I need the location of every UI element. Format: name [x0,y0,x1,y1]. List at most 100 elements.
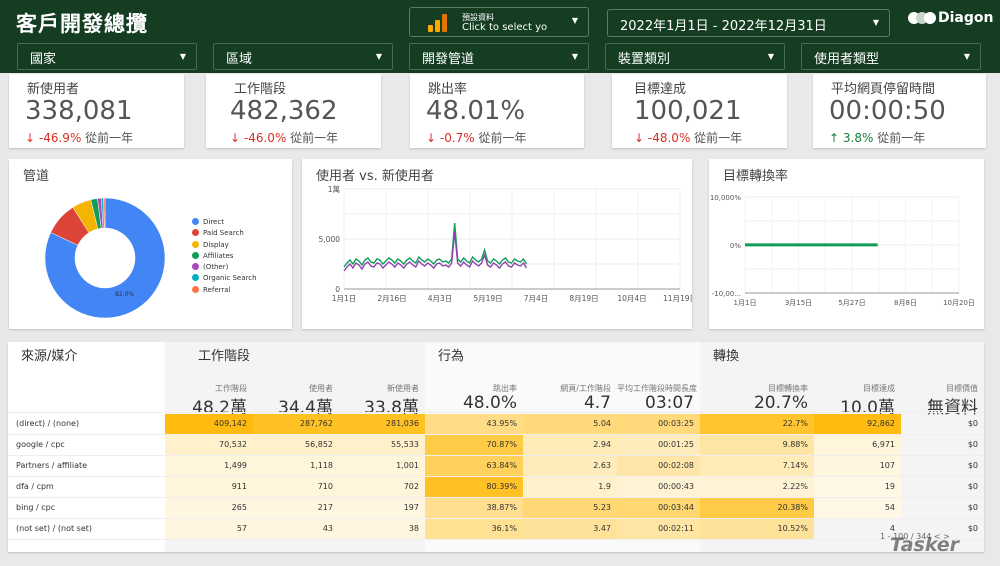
table-cell: 7.14% [700,456,814,476]
legend-item[interactable]: Affiliates [192,251,257,263]
page-title: 客戶開發總攬 [16,12,148,36]
x-tick-label: 10月4日 [617,294,646,303]
legend-swatch [192,240,199,248]
table-cell: 38.87% [425,498,523,518]
column-header[interactable]: 平均工作階段時間長度 [617,384,697,393]
table-cell: 55,533 [339,435,425,455]
table-cell: 00:02:11 [617,519,700,539]
kpi-avg-time-on-page: 平均網頁停留時間 00:00:50 ↑ 3.8% 從前一年 [813,74,986,148]
column-header[interactable]: 目標達成 [863,384,895,393]
x-tick-label: 4月3日 [428,294,453,303]
table-row[interactable]: dfa / cpm 911 710 702 80.39% 1.9 00:00:43 2.22%… [8,477,984,497]
table-cell: $0 [967,461,978,470]
date-range-picker[interactable]: 2022年1月1日 - 2022年12月31日 ▼ [607,9,890,37]
column-header[interactable]: 工作階段 [215,384,247,393]
kpi-bounce-rate: 跳出率 48.01% ↓ -0.7% 從前一年 [410,74,584,148]
table-cell: 2.22% [700,477,814,497]
filter-country[interactable]: 國家 ▼ [17,43,197,70]
legend-label: Direct [203,218,224,226]
donut-chart[interactable]: 82.0% [9,159,292,329]
table-cell: 5.23 [523,498,617,518]
filter-label: 國家 [30,52,57,67]
column-header[interactable]: 跳出率 [493,384,517,393]
logo-mark [908,10,936,26]
group-header-behavior: 行為 [438,349,465,364]
table-cell: 702 [339,477,425,497]
table-cell: 9.88% [700,435,814,455]
filter-device[interactable]: 裝置類別 ▼ [605,43,785,70]
column-header[interactable]: 目標價值 [946,384,978,393]
legend-item[interactable]: Direct [192,218,257,229]
column-total: 34.4萬 [278,398,333,418]
table-cell: 710 [253,477,339,497]
legend-swatch [192,274,199,282]
table-cell: 43 [253,519,339,539]
date-range-text: 2022年1月1日 - 2022年12月31日 [620,19,827,34]
column-header[interactable]: 使用者 [309,384,333,393]
column-total: 20.7% [753,393,808,413]
table-cell: 19 [814,477,901,497]
kpi-delta-value: -46.9% [38,131,82,145]
table-cell: $0 [967,440,978,449]
group-header-conversion: 轉換 [713,349,740,364]
filter-channel[interactable]: 開發管道 ▼ [409,43,589,70]
chart-legend: Direct Paid Search Display Affiliates (Other… [192,218,257,297]
legend-item[interactable]: (Other) [192,263,257,274]
table-cell: 265 [165,498,253,518]
kpi-goal-completions: 目標達成 100,021 ↓ -48.0% 從前一年 [612,74,787,148]
table-cell: 107 [814,456,901,476]
x-tick-label: 5月19日 [473,294,502,303]
chevron-down-icon: ▼ [767,52,774,61]
column-total: 48.2萬 [192,398,247,418]
table-cell: 00:00:43 [617,477,700,497]
x-tick-label: 8月8日 [894,299,917,307]
kpi-label: 新使用者 [27,82,80,97]
filter-region[interactable]: 區域 ▼ [213,43,393,70]
donut-slice [44,197,166,319]
legend-label: (Other) [203,263,229,272]
legend-label: Paid Search [203,229,244,238]
table-row[interactable]: Partners / affiliate 1,499 1,118 1,001 63.84… [8,456,984,476]
filter-label: 區域 [226,52,253,67]
legend-item[interactable]: Referral [192,285,257,297]
filter-label: 開發管道 [422,52,475,67]
goal-rate-line-chart[interactable]: 10,000% 0% -10,00...1月1日 3月15日 5月27日 8月8日 10月2… [709,159,984,329]
legend-item[interactable]: Paid Search [192,229,257,240]
table-cell: 92,862 [814,414,901,434]
legend-item[interactable]: Display [192,240,257,252]
kpi-label: 目標達成 [634,82,687,97]
data-source-selector[interactable]: 預設資料 Click to select your data ▼ [409,7,589,37]
kpi-delta-value: 3.8% [842,131,874,145]
table-row[interactable]: bing / cpc 265 217 197 38.87% 5.23 00:03:44 20.… [8,498,984,518]
legend-item[interactable]: Organic Search [192,274,257,285]
kpi-delta: ↓ -46.0% 從前一年 [230,129,338,146]
users-line-panel: 使用者 vs. 新使用者 1萬 5,000 0 1月1日 2月16日 4月3日 5月19日 7… [302,159,692,329]
kpi-delta: ↓ -0.7% 從前一年 [426,129,527,146]
filter-user-type[interactable]: 使用者類型 ▼ [801,43,981,70]
y-tick-label: 5,000 [319,235,341,244]
table-cell: 197 [339,498,425,518]
chevron-down-icon: ▼ [963,52,970,61]
table-row[interactable]: google / cpc 70,532 56,852 55,533 70.87% 2.94… [8,435,984,455]
table-cell: $0 [967,419,978,428]
legend-label: Affiliates [203,251,234,260]
table-cell: 38 [339,519,425,539]
column-header[interactable]: 網頁/工作階段 [560,384,611,393]
table-cell: 00:02:08 [617,456,700,476]
chevron-down-icon: ▼ [571,16,578,25]
legend-label: Organic Search [203,274,257,283]
filter-label: 裝置類別 [618,52,671,67]
table-row[interactable]: (direct) / (none) 409,142 287,762 281,036 43… [8,414,984,434]
column-header[interactable]: 新使用者 [387,384,419,393]
header-bar: 客戶開發總攬 預設資料 Click to select your data ▼ … [0,0,1000,73]
dimension-header[interactable]: 來源/媒介 [21,349,78,364]
table-cell: 43.95% [425,414,523,434]
table-cell: 56,852 [253,435,339,455]
table-pagination[interactable]: 1 - 100 / 344 < > [880,532,950,541]
table-cell: 22.7% [700,414,814,434]
column-header[interactable]: 目標轉換率 [768,384,808,393]
kpi-delta: ↓ -48.0% 從前一年 [634,129,742,146]
table-row[interactable]: (not set) / (not set) 57 43 38 36.1% 3.47 00:0… [8,519,984,539]
table-cell: 4 [889,524,895,533]
